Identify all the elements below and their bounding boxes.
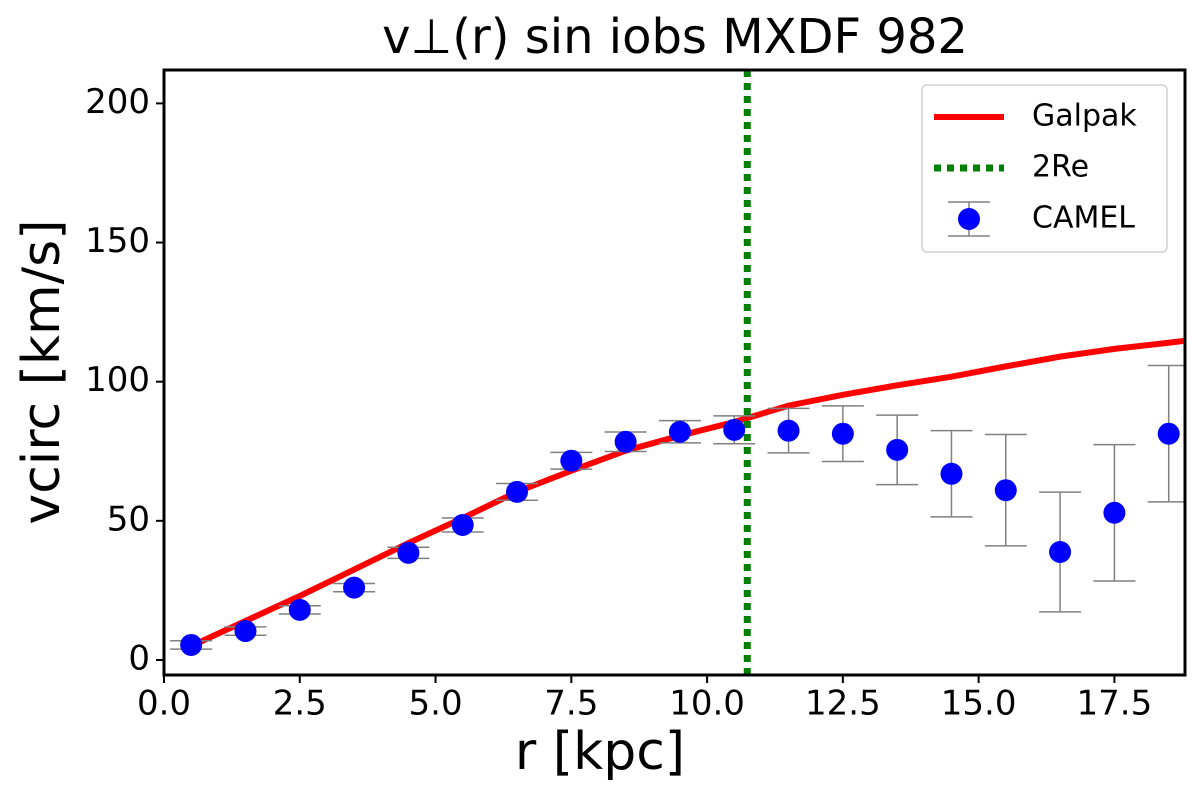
line-series (189, 337, 1185, 649)
legend-label: 2Re (1032, 150, 1089, 185)
axes-frame (162, 68, 1187, 677)
legend-label: CAMEL (1032, 201, 1135, 236)
y-tick-label: 0 (128, 638, 150, 678)
point (1049, 540, 1072, 563)
legend: Galpak 2Re CAMEL (921, 84, 1168, 253)
x-tick-label: 10.0 (669, 684, 745, 724)
x-tick-label: 12.5 (805, 684, 881, 724)
plot-area (170, 70, 1185, 675)
point (886, 438, 909, 461)
point (831, 422, 854, 445)
y-tick-label: 150 (85, 221, 150, 261)
point (777, 419, 800, 442)
point (940, 462, 963, 485)
x-tick-label: 7.5 (544, 684, 598, 724)
point (1157, 422, 1180, 445)
legend-label: Galpak (1032, 99, 1137, 134)
y-tick-label: 50 (107, 499, 150, 539)
x-tick-label: 2.5 (273, 684, 327, 724)
point (343, 576, 366, 599)
y-tick-label: 200 (85, 82, 150, 122)
point (451, 514, 474, 537)
legend-box (921, 84, 1168, 253)
point (397, 541, 420, 564)
point (668, 420, 691, 443)
point (994, 479, 1017, 502)
point (234, 620, 257, 643)
point (1103, 501, 1126, 524)
point (506, 480, 529, 503)
point (614, 430, 637, 453)
x-tick-label: 0.0 (137, 684, 191, 724)
y-tick-label: 100 (85, 360, 150, 400)
point (180, 633, 203, 656)
y-axis-label: vcirc [km/s] (12, 219, 72, 524)
x-axis-label: r [kpc] (515, 722, 685, 782)
x-tick-label: 15.0 (941, 684, 1017, 724)
chart-title: v⊥(r) sin iobs MXDF 982 (382, 9, 968, 65)
point (288, 598, 311, 621)
legend-swatch (958, 208, 980, 230)
x-tick-label: 17.5 (1077, 684, 1153, 724)
point (723, 418, 746, 441)
point (560, 449, 583, 472)
x-tick-label: 5.0 (409, 684, 463, 724)
